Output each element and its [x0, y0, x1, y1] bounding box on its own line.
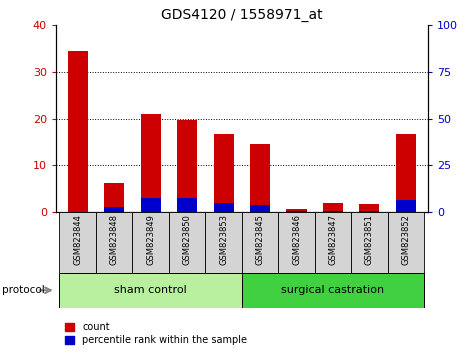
Bar [96, 212, 133, 273]
Text: GSM823851: GSM823851 [365, 214, 374, 265]
Bar [359, 211, 379, 212]
Text: GSM823853: GSM823853 [219, 214, 228, 265]
Text: GSM823850: GSM823850 [183, 214, 192, 265]
Bar [177, 198, 197, 212]
Text: protocol: protocol [2, 285, 45, 295]
Bar [286, 209, 306, 212]
Text: GSM823852: GSM823852 [401, 214, 411, 265]
Bar [359, 204, 379, 212]
Text: GSM823844: GSM823844 [73, 214, 82, 265]
Text: GSM823845: GSM823845 [256, 214, 265, 265]
Bar [213, 134, 233, 212]
Bar [67, 51, 88, 212]
Bar [169, 212, 206, 273]
Bar [140, 198, 160, 212]
Text: GSM823849: GSM823849 [146, 214, 155, 265]
Bar [133, 212, 169, 273]
Text: surgical castration: surgical castration [281, 285, 385, 295]
Bar [242, 212, 278, 273]
Bar [140, 114, 160, 212]
Bar [242, 273, 424, 308]
Bar [206, 212, 242, 273]
Bar [351, 212, 388, 273]
Bar [315, 212, 351, 273]
Bar [388, 212, 424, 273]
Bar [104, 207, 124, 212]
Text: sham control: sham control [114, 285, 187, 295]
Bar [323, 211, 343, 212]
Bar [250, 144, 270, 212]
Text: GSM823848: GSM823848 [110, 214, 119, 265]
Bar [60, 212, 96, 273]
Bar [213, 202, 233, 212]
Bar [60, 273, 242, 308]
Text: GSM823846: GSM823846 [292, 214, 301, 265]
Text: GSM823847: GSM823847 [328, 214, 338, 265]
Bar [177, 120, 197, 212]
Bar [104, 183, 124, 212]
Bar [250, 205, 270, 212]
Bar [278, 212, 315, 273]
Legend: count, percentile rank within the sample: count, percentile rank within the sample [60, 319, 251, 349]
Bar [396, 133, 416, 212]
Bar [323, 202, 343, 212]
Title: GDS4120 / 1558971_at: GDS4120 / 1558971_at [161, 8, 323, 22]
Bar [286, 211, 306, 212]
Bar [396, 200, 416, 212]
